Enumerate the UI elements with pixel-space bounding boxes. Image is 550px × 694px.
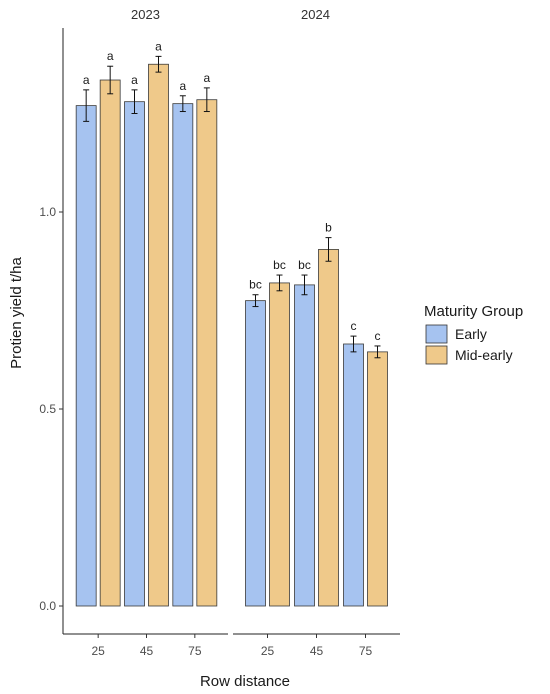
significance-label: a — [155, 39, 162, 53]
bar-early — [124, 101, 145, 607]
significance-label: a — [131, 73, 138, 87]
bar-mid-early — [367, 351, 388, 607]
legend-label-mid-early: Mid-early — [455, 347, 513, 363]
facet-2023: 2023 25 a a 45 a a 75 a a — [63, 7, 228, 658]
x-tick-label: 45 — [140, 644, 154, 658]
bar-mid-early — [148, 63, 169, 607]
legend: Maturity Group Early Mid-early — [424, 303, 523, 365]
significance-label: c — [375, 329, 381, 343]
significance-label: a — [203, 71, 210, 85]
x-tick-label: 25 — [261, 644, 275, 658]
y-axis-title: Protien yield t/ha — [8, 256, 25, 368]
bar-early — [172, 103, 194, 607]
significance-label: c — [351, 319, 357, 333]
significance-label: a — [179, 79, 186, 93]
legend-key-early — [425, 324, 448, 344]
significance-label: bc — [298, 258, 311, 272]
x-tick-label: 25 — [91, 644, 105, 658]
y-tick-label: 0.0 — [39, 599, 56, 613]
significance-label: a — [83, 73, 90, 87]
bar-early — [343, 343, 364, 607]
legend-label-early: Early — [455, 326, 487, 342]
facet-label: 2024 — [301, 7, 330, 22]
bar-mid-early — [269, 282, 290, 607]
facet-panels: 0.00.51.0202325aa45aa75aa202425bcbc45bcb… — [39, 7, 400, 658]
bar-mid-early — [196, 99, 218, 607]
x-tick-label: 75 — [188, 644, 202, 658]
bar-mid-early — [99, 79, 121, 607]
x-tick-label: 75 — [359, 644, 373, 658]
significance-label: bc — [249, 278, 262, 292]
x-axis-title: Row distance — [200, 673, 290, 690]
significance-label: b — [325, 221, 332, 235]
facet-label: 2023 — [131, 7, 160, 22]
bar-early — [294, 284, 315, 607]
bar-early — [245, 300, 266, 607]
significance-label: bc — [273, 258, 286, 272]
legend-key-mid-early — [425, 345, 448, 365]
y-tick-label: 0.5 — [39, 402, 56, 416]
legend-title: Maturity Group — [424, 303, 523, 320]
y-tick-label: 1.0 — [39, 205, 56, 219]
x-tick-label: 45 — [310, 644, 324, 658]
significance-label: a — [107, 49, 114, 63]
bar-early — [75, 105, 97, 607]
bar-mid-early — [318, 249, 339, 607]
